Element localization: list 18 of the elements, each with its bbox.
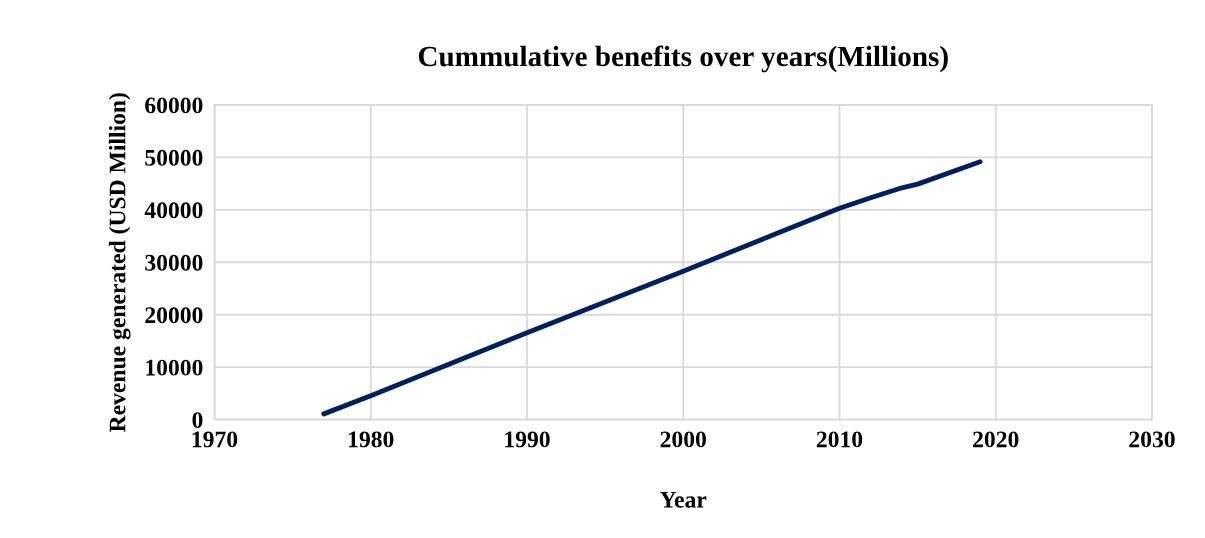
x-tick-label: 1990: [505, 431, 550, 448]
y-tick-label: 0: [192, 412, 203, 429]
x-tick-label: 2000: [660, 431, 706, 448]
line-series: [321, 159, 983, 417]
y-tick-label: 40000: [144, 202, 203, 219]
y-tick-label: 20000: [145, 307, 203, 324]
x-tick-label: 2030: [1129, 431, 1175, 448]
y-tick-label: 30000: [145, 254, 203, 271]
y-tick-label: 10000: [146, 359, 203, 376]
y-tick-label: 60000: [145, 97, 203, 114]
chart-title: Cummulative benefits over years(Millions): [418, 45, 948, 73]
x-tick-label: 1980: [349, 431, 394, 448]
x-tick-label: 2020: [973, 431, 1019, 448]
y-tick-label: 50000: [145, 149, 203, 166]
x-tick-label: 2010: [816, 431, 863, 448]
x-axis-title: Year: [660, 491, 707, 508]
y-axis-title: Revenue generated (USD Million): [108, 93, 131, 433]
x-tick-label: 1970: [192, 431, 238, 448]
